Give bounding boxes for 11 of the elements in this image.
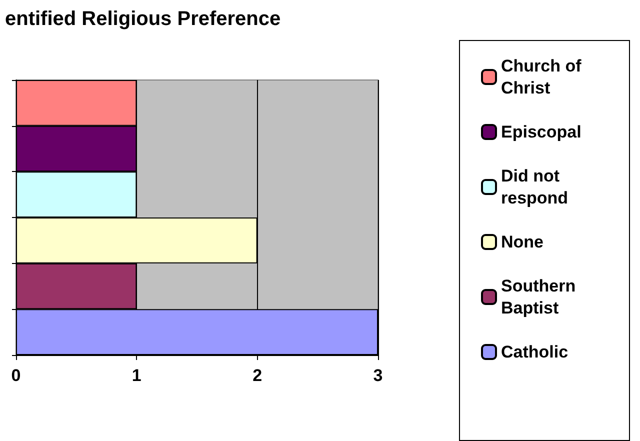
legend-label: Did not respond: [501, 166, 568, 208]
x-tick-label: 1: [132, 366, 142, 385]
legend-label: Church of Christ: [501, 56, 586, 98]
x-tick-label: 3: [373, 366, 383, 385]
legend-label: Episcopal: [501, 122, 582, 142]
x-tick-label: 2: [252, 366, 262, 385]
x-tick-label: 0: [11, 366, 21, 385]
legend-label: None: [501, 232, 544, 252]
chart-title: entified Religious Preference: [5, 8, 281, 30]
legend-label: Catholic: [501, 342, 568, 362]
legend-label: Southern Baptist: [501, 276, 580, 318]
